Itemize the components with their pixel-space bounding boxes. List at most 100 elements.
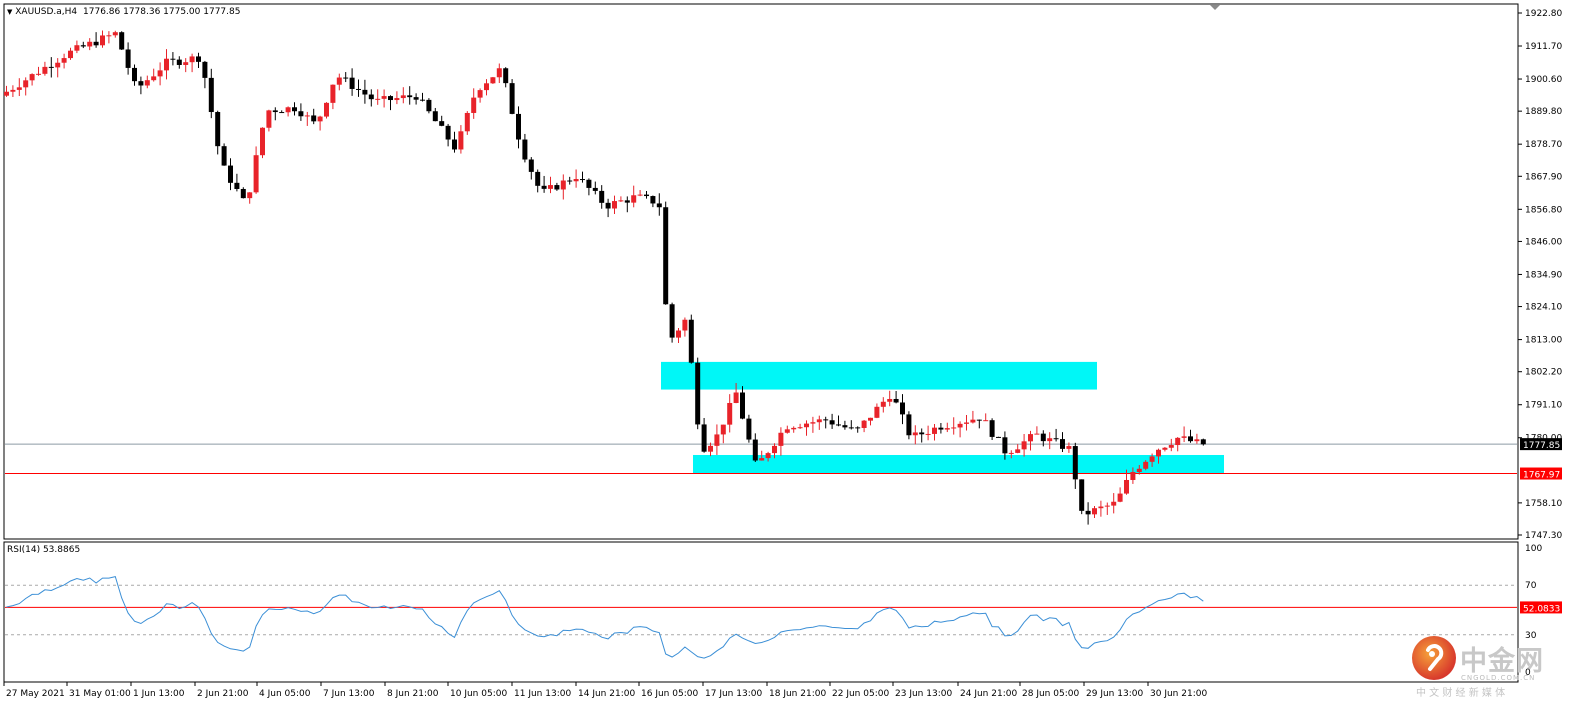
candle-body [644,194,649,197]
candle-body [887,398,893,402]
candle-body [1117,493,1123,502]
support-price-tag [1520,467,1562,480]
dropdown-triangle-icon[interactable]: ▼ [7,8,13,16]
lines-layer [5,443,1517,475]
candle-body [1040,433,1046,442]
candle-body [311,115,317,122]
candle-body [829,420,835,425]
candle-body [330,84,336,103]
rsi-header: RSI(14) 53.8865 [7,545,81,555]
candle-body [791,427,797,430]
candle-body [631,195,637,203]
candle-body [68,50,73,59]
rsi-level-label: 0 [1525,668,1531,678]
candle-body [695,362,701,425]
candle-body [1053,438,1059,440]
candle-body [1066,446,1072,449]
candle-body [260,127,265,156]
candle-body [1111,501,1117,506]
candle-body [93,41,99,46]
rsi-value-label: 52.0833 [1523,604,1560,614]
candle-body [240,188,246,199]
candle-body [394,98,400,101]
candle-body [1015,449,1021,453]
candle-body [484,83,489,91]
candle-body [733,392,739,403]
candle-body [919,432,925,435]
price-tick-label: 1900.60 [1525,75,1562,85]
support-zone [693,454,1224,474]
main-panel [3,3,1519,540]
candle-body [48,66,54,68]
candle-body [970,419,976,423]
candle-body [874,406,880,418]
rsi-line [6,576,1204,659]
candle-body [55,62,61,68]
time-label: 1 Jun 13:00 [133,689,185,699]
price-tick-label: 1747.30 [1525,531,1562,541]
time-label: 14 Jun 21:00 [578,689,635,699]
candle-body [842,425,848,428]
price-tick-label: 1867.90 [1525,172,1562,182]
candle-body [1034,433,1040,435]
candle-body [298,111,304,117]
candle-body [932,427,937,434]
candle-body [151,76,157,81]
candle-body [176,59,182,65]
candle-body [202,61,208,78]
rsi-layer: 100 70 30 0 52.0833 [5,544,1562,678]
candle-body [1104,505,1110,507]
candle-body [708,445,713,452]
time-label: 28 Jun 05:00 [1022,689,1079,699]
candle-body [1181,436,1187,438]
candle-body [343,77,349,79]
candle-body [80,45,86,47]
candle-body [221,146,227,166]
candle-body [74,45,80,51]
ohlc-values: 1776.86 1778.36 1775.00 1777.85 [83,7,241,17]
candle-body [938,427,944,430]
candle-body [944,428,950,430]
candle-body [61,58,67,63]
candle-body [900,402,905,415]
logo-cn-name: 中金网 [1460,646,1544,677]
candle-body [688,319,694,363]
candle-body [464,112,470,132]
candle-body [580,179,585,181]
candle-body [560,180,566,190]
rsi-panel [3,541,1519,683]
candle-body [1085,510,1091,515]
candle-body [458,131,464,150]
candle-body [548,185,553,189]
candle-body [804,423,809,428]
candle-body [1188,436,1193,442]
candle-body [522,139,528,160]
candle-body [1168,445,1174,448]
zones-layer [661,361,1224,474]
time-label: 27 May 2021 [6,689,65,699]
logo-domain: CNGOLD.COM.CN [1461,674,1536,682]
candle-body [132,67,137,82]
candle-body [637,194,643,196]
candle-body [375,98,381,100]
candle-body [605,202,611,209]
candle-body [893,398,899,403]
candle-body [752,439,758,461]
candle-body [554,185,560,190]
candle-body [848,427,854,429]
candle-body [1156,449,1161,457]
chart-header: ▼ XAUUSD.a,H4 1776.86 1778.36 1775.00 17… [7,7,240,17]
candle-body [624,200,630,203]
candle-body [765,453,771,459]
candle-body [1028,434,1033,442]
chart-shift-marker-icon[interactable] [1210,5,1220,10]
candle-body [1200,439,1206,445]
rsi-value-tag [1520,601,1562,614]
candle-body [740,392,745,419]
cngold-logo [1412,636,1456,680]
candle-body [164,58,169,71]
candle-body [516,113,521,140]
candle-body [1175,437,1181,446]
candle-body [1002,437,1008,454]
